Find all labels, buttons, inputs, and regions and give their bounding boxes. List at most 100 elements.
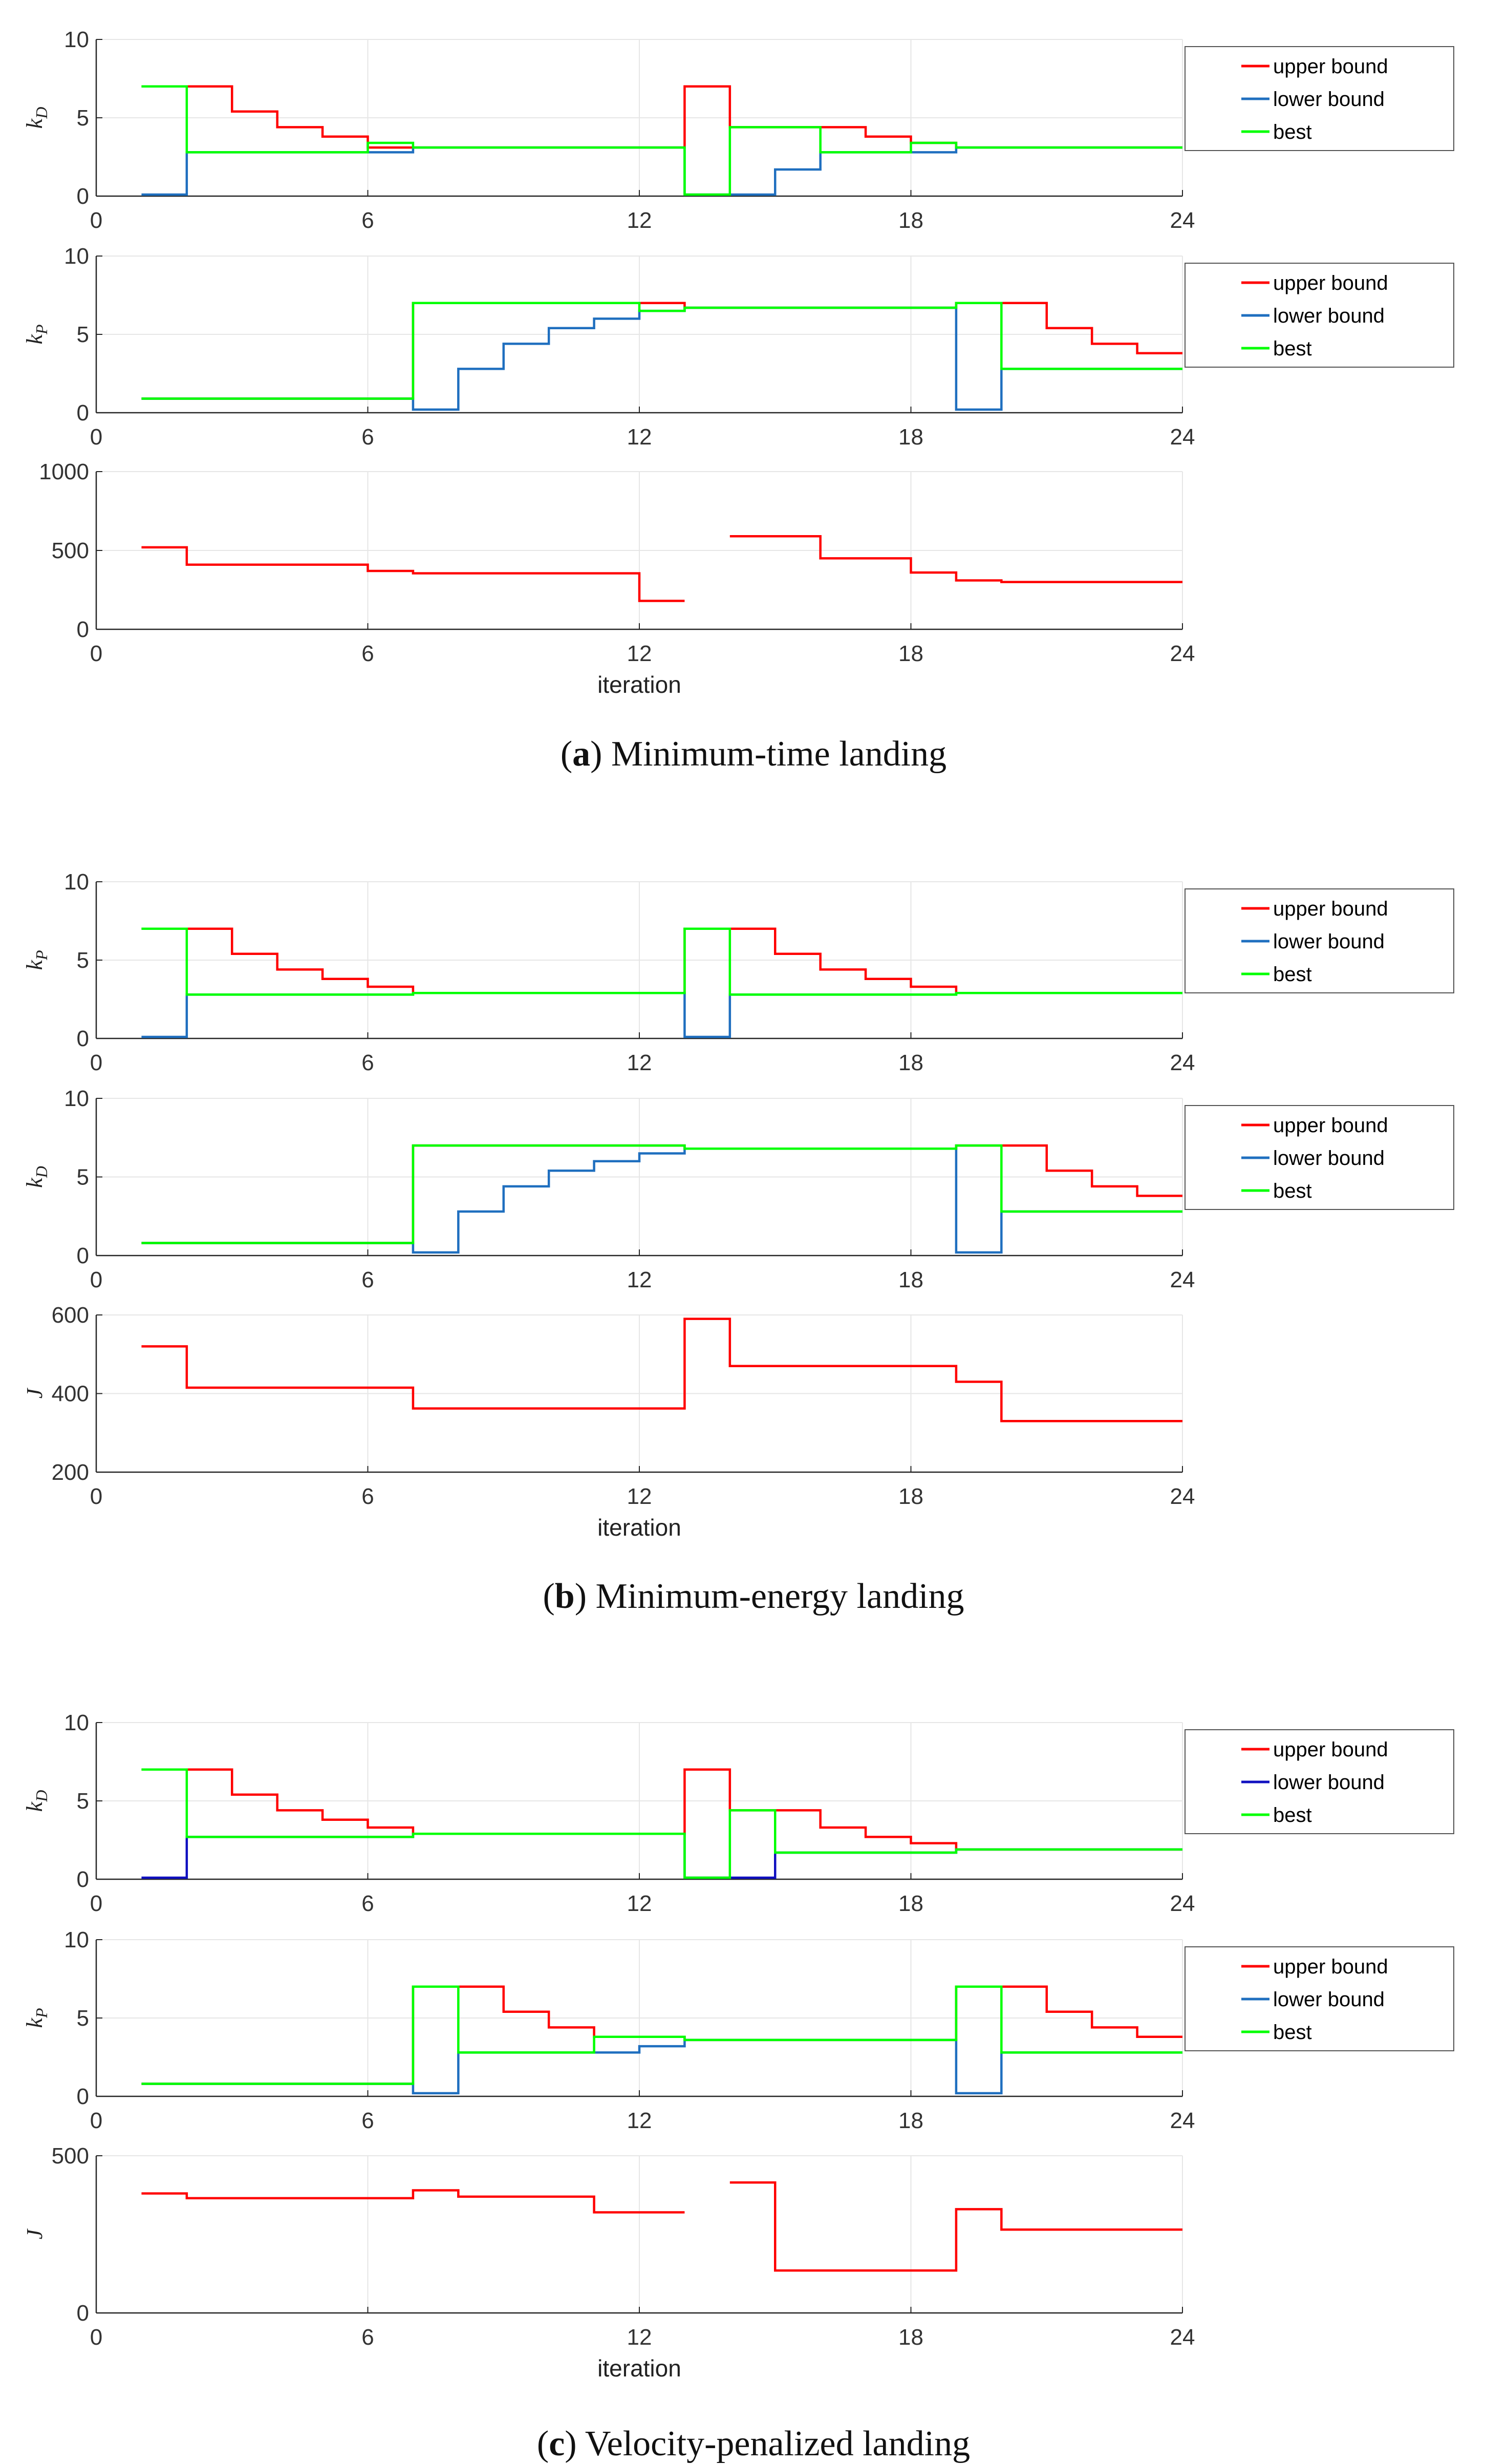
x-tick-label: 24 [1170,2325,1195,2350]
x-tick-label: 6 [361,424,374,450]
x-tick-label: 6 [361,1891,374,1916]
legend-label: best [1273,963,1312,986]
x-tick-label: 6 [361,1267,374,1292]
caption-a: (a) Minimum-time landing [561,734,946,774]
y-axis-label: kD [22,1166,51,1188]
x-tick-label: 0 [90,424,102,450]
y-tick-label: 5 [77,948,89,973]
legend-label: best [1273,337,1312,360]
caption-open-paren: ( [561,734,572,774]
legend-label: lower bound [1273,1988,1385,2011]
legend-label: upper bound [1273,272,1388,294]
y-tick-label: 0 [77,2301,89,2326]
legend-label: best [1273,1180,1312,1202]
y-tick-label: 600 [52,1303,89,1328]
caption-b: (b) Minimum-energy landing [543,1577,964,1616]
x-tick-label: 24 [1170,1267,1195,1292]
legend-label: lower bound [1273,305,1385,327]
x-tick-label: 12 [627,2108,652,2133]
y-axis-label-subscript: D [32,107,51,119]
y-axis-label-subscript: P [32,324,51,335]
x-tick-label: 0 [90,641,102,666]
x-tick-label: 24 [1170,424,1195,450]
y-axis-label: kD [22,107,51,129]
legend-box [1185,46,1454,151]
legend-box [1185,263,1454,368]
y-axis-label-subscript: D [32,1166,51,1178]
x-axis-label: iteration [597,1514,681,1541]
caption-letter: a [572,734,590,774]
legend: upper bound lower bound best [1185,1729,1454,1834]
caption-text: Minimum-energy landing [596,1577,964,1616]
y-axis-label: J [22,1387,47,1398]
x-tick-label: 6 [361,208,374,233]
y-axis-label: kD [22,1790,51,1812]
y-tick-label: 0 [77,1243,89,1268]
x-tick-label: 6 [361,641,374,666]
y-tick-label: 5 [77,322,89,347]
legend-label: upper bound [1273,898,1388,920]
panel-a: 0 6 12 18 24 0 5 10 kD upper bound lower bound best… [22,27,1454,774]
legend-label: upper bound [1273,1956,1388,1978]
y-axis-label-subscript: D [32,1790,51,1802]
y-axis-label-subscript: P [32,950,51,961]
x-tick-label: 0 [90,1267,102,1292]
x-tick-label: 24 [1170,2108,1195,2133]
legend-label: best [1273,2021,1312,2044]
legend: upper bound lower bound best [1185,888,1454,993]
series-best [141,1768,1182,1879]
y-tick-label: 10 [64,244,89,269]
x-tick-label: 18 [898,1891,923,1916]
x-tick-label: 18 [898,208,923,233]
legend-box [1185,888,1454,993]
y-axis-label: kP [22,2008,51,2028]
caption-close-paren: ) [575,1577,596,1616]
x-tick-label: 18 [898,2108,923,2133]
legend-box [1185,1946,1454,2051]
caption-close-paren: ) [590,734,611,774]
legend: upper bound lower bound best [1185,1946,1454,2051]
x-tick-label: 24 [1170,208,1195,233]
y-tick-label: 10 [64,27,89,52]
y-tick-label: 500 [52,538,89,563]
y-tick-label: 0 [77,617,89,642]
y-tick-label: 5 [77,1165,89,1190]
caption-close-paren: ) [565,2424,585,2463]
x-tick-label: 12 [627,1050,652,1075]
legend-label: lower bound [1273,88,1385,111]
caption-letter: b [555,1577,575,1616]
series-best [141,302,1182,400]
legend-label: best [1273,1804,1312,1826]
legend-box [1185,1729,1454,1834]
cost-series-1 [141,546,685,602]
series-best [141,85,1182,196]
legend-label: lower bound [1273,1147,1385,1170]
y-axis-label-subscript: P [32,2008,51,2019]
x-tick-label: 12 [627,1267,652,1292]
caption-text: Velocity-penalized landing [585,2424,970,2463]
y-tick-label: 1000 [39,459,89,484]
x-tick-label: 0 [90,1891,102,1916]
x-tick-label: 0 [90,2108,102,2133]
x-tick-label: 18 [898,641,923,666]
x-tick-label: 12 [627,1891,652,1916]
legend-label: upper bound [1273,1738,1388,1761]
x-tick-label: 12 [627,208,652,233]
y-tick-label: 5 [77,105,89,131]
caption-c: (c) Velocity-penalized landing [537,2424,970,2463]
x-tick-label: 18 [898,2325,923,2350]
legend-label: upper bound [1273,1114,1388,1137]
y-tick-label: 0 [77,184,89,209]
x-tick-label: 6 [361,2108,374,2133]
y-axis-label-main: k [22,2017,47,2028]
x-tick-label: 0 [90,1050,102,1075]
x-tick-label: 6 [361,1484,374,1509]
legend-label: best [1273,121,1312,143]
y-axis-label: kP [22,324,51,344]
y-axis-label-main: k [22,1801,47,1812]
series-best [141,927,1182,996]
